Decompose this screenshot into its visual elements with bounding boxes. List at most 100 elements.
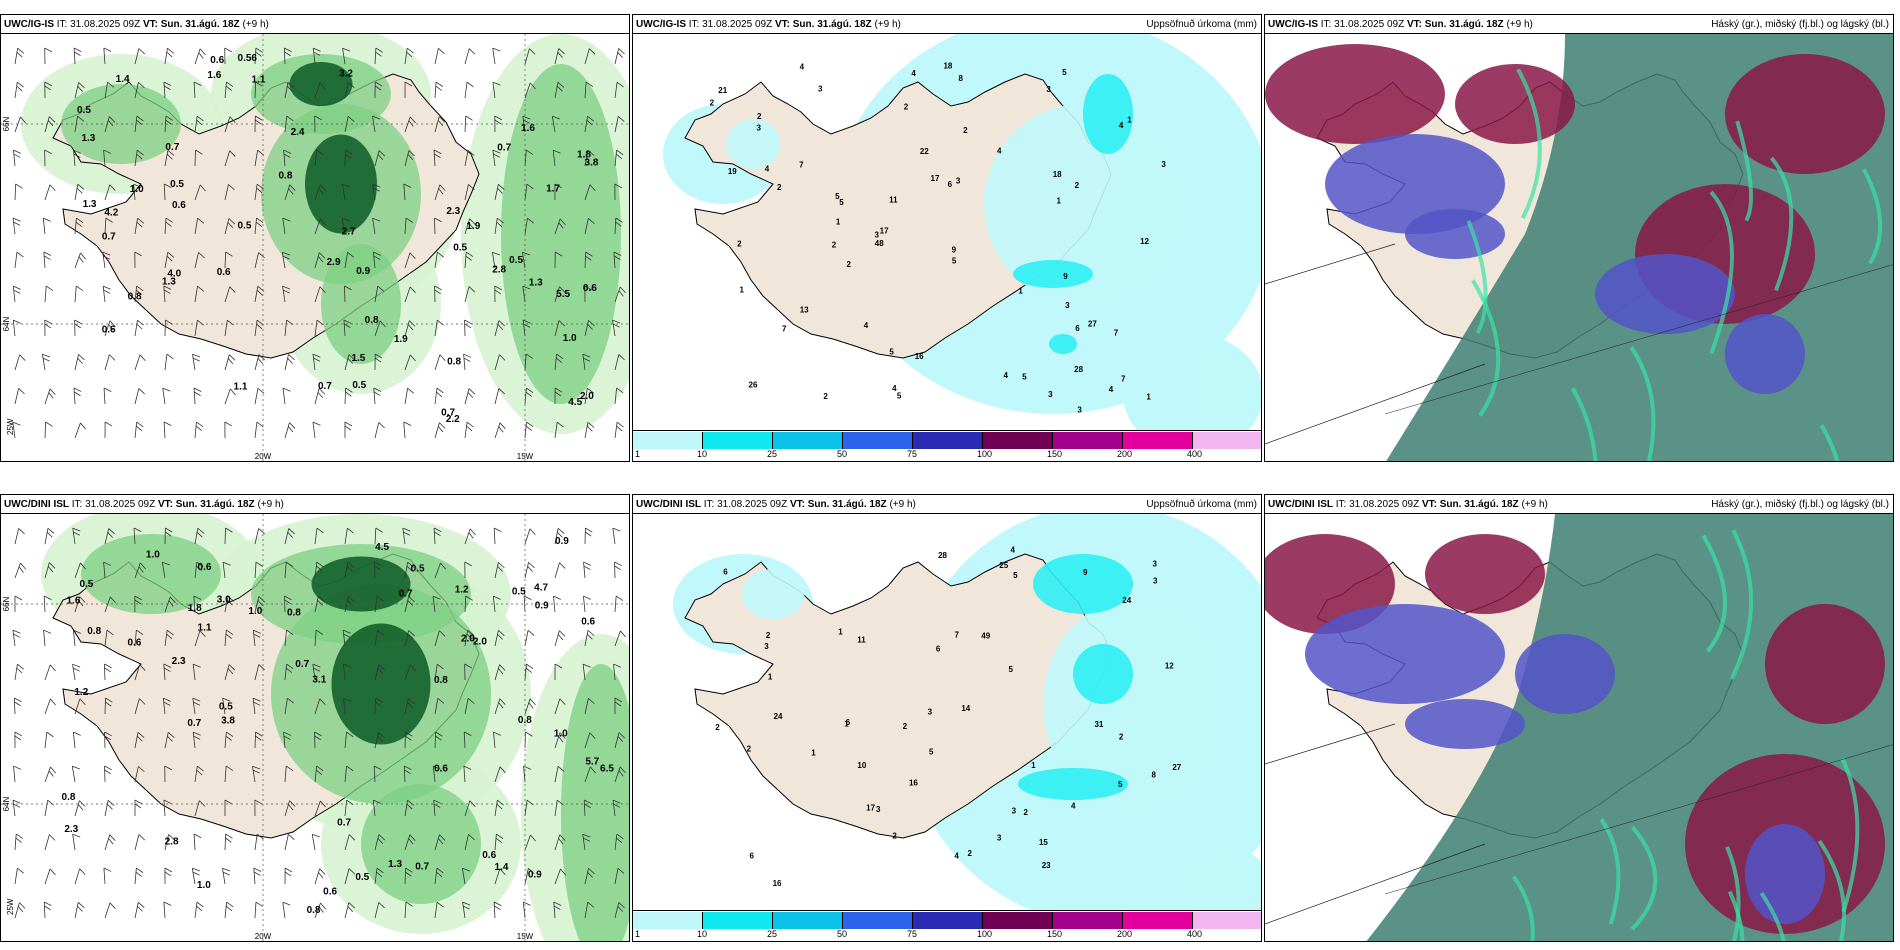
wind-barb: [12, 319, 21, 337]
wind-barb: [12, 285, 21, 303]
wind-barb: [254, 528, 265, 545]
wind-barb: [403, 183, 412, 201]
low-cloud-area: [1305, 604, 1505, 704]
wind-barb: [14, 251, 24, 269]
wind-barb: [554, 320, 566, 337]
wind-barb: [613, 663, 622, 681]
wind-barb: [163, 81, 172, 99]
precip-area-heavy: [1073, 644, 1133, 704]
wind-value-label: 0.8: [518, 715, 532, 726]
wind-barb: [493, 731, 502, 749]
wind-barb: [374, 867, 384, 885]
wind-barb: [134, 421, 144, 439]
precip-value-label: 4: [1119, 121, 1124, 130]
wind-barb: [344, 354, 356, 371]
wind-barb: [134, 629, 144, 647]
wind-barb: [434, 867, 444, 885]
wind-barb: [44, 47, 52, 65]
wind-barb: [584, 732, 596, 749]
cloud-map: [1265, 514, 1893, 941]
wind-barb: [612, 527, 621, 545]
wind-value-label: 2.0: [473, 636, 487, 647]
wind-value-label: 1.4: [116, 74, 130, 85]
wind-barb: [314, 115, 322, 133]
wind-barb: [103, 867, 112, 885]
colorbar: 1 10 25 50 75 100 150 200 400: [633, 430, 1261, 461]
wind-barb: [374, 834, 385, 851]
precip-value-label: 2: [1119, 733, 1124, 742]
wind-barb: [404, 116, 416, 133]
wind-barb: [14, 388, 25, 405]
wind-value-label: 4.5: [568, 397, 582, 408]
panel-header: UWC/IG-IS IT: 31.08.2025 09Z VT: Sun. 31…: [633, 15, 1261, 34]
projection-line: [1384, 744, 1893, 895]
precip-area: [1187, 854, 1259, 914]
wind-value-label: 5.5: [556, 289, 570, 300]
wind-value-label: 1.0: [146, 549, 160, 560]
wind-barb: [434, 81, 444, 99]
wind-barb: [13, 697, 22, 715]
wind-barb: [372, 217, 381, 235]
wind-barb: [224, 421, 233, 439]
mid-cloud-area: [1455, 64, 1575, 144]
wind-value-label: 1.1: [234, 381, 248, 392]
colorbar-swatch: [843, 912, 913, 929]
wind-barb: [554, 81, 565, 99]
colorbar-label: 200: [1117, 929, 1133, 939]
precip-value-label: 4: [1004, 371, 1009, 380]
wind-barb: [164, 115, 173, 133]
wind-barb: [194, 149, 203, 167]
precip-value-label: 22: [920, 147, 929, 156]
wind-barb: [164, 251, 175, 269]
wind-barb: [134, 354, 146, 371]
precip-value-label: 1: [811, 748, 816, 757]
wind-value-label: 0.6: [581, 617, 595, 628]
wind-barb: [163, 421, 172, 439]
low-cloud-area: [1325, 134, 1505, 234]
wind-value-label: 0.56: [238, 53, 258, 64]
wind-barb: [584, 218, 595, 235]
wind-barb: [404, 217, 413, 235]
wind-barb: [614, 421, 624, 439]
precip-value-label: 5: [929, 748, 934, 757]
wind-barb: [284, 800, 296, 817]
wind-value-label: 0.7: [497, 142, 511, 153]
wind-barb: [614, 867, 625, 885]
wind-barb: [493, 527, 502, 545]
wind-barb: [494, 698, 506, 715]
wind-barb: [224, 833, 233, 851]
wind-barb: [374, 561, 382, 579]
precip-value-label: 2: [757, 112, 762, 121]
wind-barb: [404, 799, 415, 817]
wind-barb: [14, 183, 23, 201]
wind-value-label: 2.9: [327, 257, 341, 268]
wind-barb: [434, 217, 442, 235]
wind-barb: [284, 629, 294, 647]
wind-barb: [434, 285, 442, 303]
wind-barb: [344, 421, 353, 439]
wind-barb: [434, 562, 446, 579]
wind-barb: [134, 82, 145, 99]
wind-barb: [134, 766, 145, 783]
wind-barb: [224, 184, 235, 201]
wind-barb: [283, 731, 292, 749]
wind-barb: [284, 697, 294, 715]
wind-barb: [284, 561, 294, 579]
colorbar-label: 400: [1187, 449, 1203, 459]
wind-barb: [164, 527, 173, 545]
wind-value-label: 1.2: [455, 584, 469, 595]
wind-value-label: 0.6: [217, 267, 231, 278]
colorbar-label: 1: [635, 449, 641, 459]
precip-value-label: 2: [846, 260, 851, 269]
wind-barb: [43, 251, 52, 269]
wind-barb: [494, 630, 505, 647]
wind-value-label: 0.7: [295, 659, 309, 670]
wind-barb: [343, 319, 352, 337]
wind-value-label: 0.5: [352, 380, 366, 391]
wind-barb: [74, 252, 86, 269]
wind-barb: [434, 901, 444, 919]
wind-barb: [134, 319, 145, 337]
wind-barb: [224, 664, 236, 681]
wind-barb: [134, 698, 146, 715]
wind-barb: [434, 834, 446, 851]
